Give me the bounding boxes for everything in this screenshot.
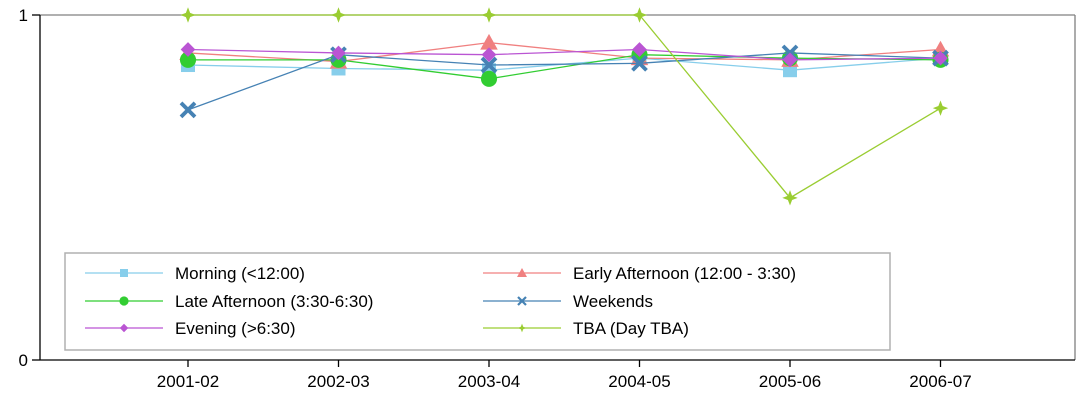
legend-marker — [120, 269, 128, 277]
legend-entry: Morning (<12:00) — [85, 264, 305, 283]
legend-marker — [119, 296, 129, 306]
data-point — [480, 70, 498, 87]
series-6 — [180, 7, 949, 206]
legend-label: Late Afternoon (3:30-6:30) — [175, 292, 373, 311]
data-point — [331, 45, 346, 61]
x-tick-label: 2005-06 — [759, 372, 821, 391]
x-tick-label: 2001-02 — [157, 372, 219, 391]
series-line — [187, 48, 941, 61]
data-point — [782, 190, 798, 206]
data-point — [932, 100, 949, 116]
legend-entry: Late Afternoon (3:30-6:30) — [85, 292, 373, 311]
data-point — [782, 52, 798, 68]
legend-label: Morning (<12:00) — [175, 264, 305, 283]
data-point — [330, 7, 347, 23]
series-layer — [179, 7, 950, 206]
data-point — [933, 50, 948, 66]
y-tick-label: 1 — [19, 6, 28, 25]
legend-marker — [517, 323, 527, 333]
legend-entry: Early Afternoon (12:00 - 3:30) — [483, 264, 796, 283]
series-2 — [179, 33, 950, 69]
axes: 0 1 2001-02 2002-03 2003-04 2004-05 2005-06 200… — [19, 6, 1076, 391]
legend-entry: TBA (Day TBA) — [483, 319, 689, 338]
data-point — [631, 7, 648, 23]
x-tick-label: 2006-07 — [909, 372, 971, 391]
legend-label: Early Afternoon (12:00 - 3:30) — [573, 264, 796, 283]
data-point — [179, 51, 197, 68]
legend: Morning (<12:00) Early Afternoon (12:00 -… — [64, 252, 891, 351]
data-point — [480, 56, 498, 74]
legend-marker — [119, 323, 129, 333]
legend-entry: Weekends — [483, 292, 653, 311]
legend-entry: Evening (>6:30) — [85, 319, 296, 338]
x-tick-label: 2002-03 — [307, 372, 369, 391]
series-line — [188, 54, 941, 80]
legend-box — [64, 252, 891, 351]
data-point — [481, 7, 497, 23]
legend-marker — [517, 268, 527, 277]
legend-marker — [517, 296, 527, 306]
data-point — [481, 47, 497, 63]
x-tick-label: 2003-04 — [458, 372, 520, 391]
series-line — [187, 52, 941, 111]
series-5 — [180, 42, 948, 68]
data-point — [631, 54, 648, 72]
x-tick-label: 2004-05 — [608, 372, 670, 391]
legend-label: TBA (Day TBA) — [573, 319, 689, 338]
legend-label: Weekends — [573, 292, 653, 311]
data-point — [180, 42, 196, 57]
series-line — [188, 14, 941, 199]
legend-label: Evening (>6:30) — [175, 319, 296, 338]
data-point — [632, 42, 647, 57]
y-tick-label: 0 — [19, 351, 28, 370]
data-point — [180, 7, 196, 23]
data-point — [480, 33, 498, 50]
data-point — [179, 101, 197, 119]
